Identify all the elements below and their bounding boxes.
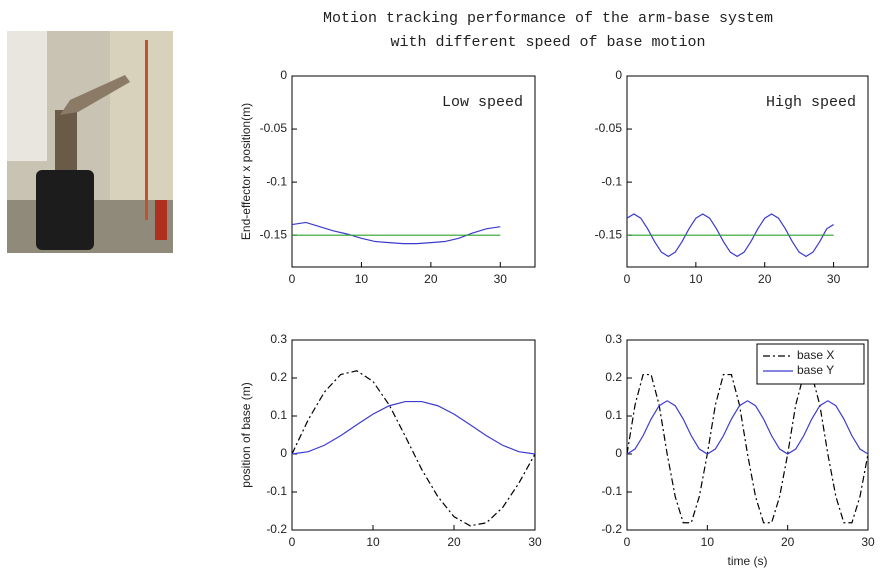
- x-tick-label: 0: [624, 535, 631, 549]
- y-tick-label: 0: [280, 446, 287, 460]
- x-tick-label: 10: [366, 535, 380, 549]
- axes-frame: [291, 75, 536, 268]
- y-tick-label: 0.3: [270, 332, 287, 346]
- axes-frame: [626, 75, 869, 268]
- y-axis-label: position of base (m): [239, 382, 253, 487]
- x-tick-label: 0: [289, 535, 296, 549]
- x-tick-label: 0: [624, 272, 631, 286]
- y-tick-label: -0.05: [260, 121, 288, 135]
- y-tick-label: -0.1: [266, 174, 287, 188]
- x-tick-label: 30: [528, 535, 542, 549]
- y-tick-label: 0.2: [270, 370, 287, 384]
- legend-box: [756, 343, 865, 385]
- x-tick-label: 20: [447, 535, 461, 549]
- y-tick-label: 0: [280, 68, 287, 82]
- y-tick-label: 0.1: [605, 408, 622, 422]
- title-line: Motion tracking performance of the arm-b…: [323, 10, 773, 27]
- y-tick-label: 0.1: [270, 408, 287, 422]
- y-tick-label: -0.2: [601, 522, 622, 536]
- x-tick-label: 0: [289, 272, 296, 286]
- y-tick-label: -0.2: [266, 522, 287, 536]
- data-line: [626, 400, 869, 455]
- y-tick-label: 0: [615, 68, 622, 82]
- axes-frame: [291, 339, 536, 531]
- annotation: High speed: [766, 94, 856, 111]
- y-tick-label: 0: [615, 446, 622, 460]
- x-tick-label: 10: [689, 272, 703, 286]
- data-line: [291, 221, 501, 245]
- y-tick-label: -0.1: [601, 174, 622, 188]
- x-tick-label: 20: [758, 272, 772, 286]
- x-tick-label: 30: [861, 535, 875, 549]
- data-line: [291, 370, 536, 527]
- legend-label: base X: [797, 348, 834, 362]
- y-tick-label: -0.05: [595, 121, 623, 135]
- x-tick-label: 30: [494, 272, 508, 286]
- y-tick-label: -0.1: [601, 484, 622, 498]
- data-line: [291, 400, 536, 455]
- y-tick-label: 0.2: [605, 370, 622, 384]
- y-tick-label: -0.15: [260, 227, 288, 241]
- title-line: with different speed of base motion: [390, 34, 705, 51]
- axes-frame: [626, 339, 869, 531]
- x-tick-label: 30: [827, 272, 841, 286]
- y-tick-label: 0.3: [605, 332, 622, 346]
- data-line: [626, 213, 834, 258]
- x-tick-label: 20: [424, 272, 438, 286]
- x-tick-label: 10: [355, 272, 369, 286]
- y-tick-label: -0.1: [266, 484, 287, 498]
- y-tick-label: -0.15: [595, 227, 623, 241]
- robot-photo: [7, 31, 173, 253]
- x-axis-label: time (s): [728, 554, 768, 568]
- x-tick-label: 20: [781, 535, 795, 549]
- data-line: [626, 373, 869, 524]
- annotation: Low speed: [442, 94, 523, 111]
- x-tick-label: 10: [701, 535, 715, 549]
- legend-label: base Y: [797, 363, 834, 377]
- y-axis-label: End-effector x position(m): [239, 103, 253, 240]
